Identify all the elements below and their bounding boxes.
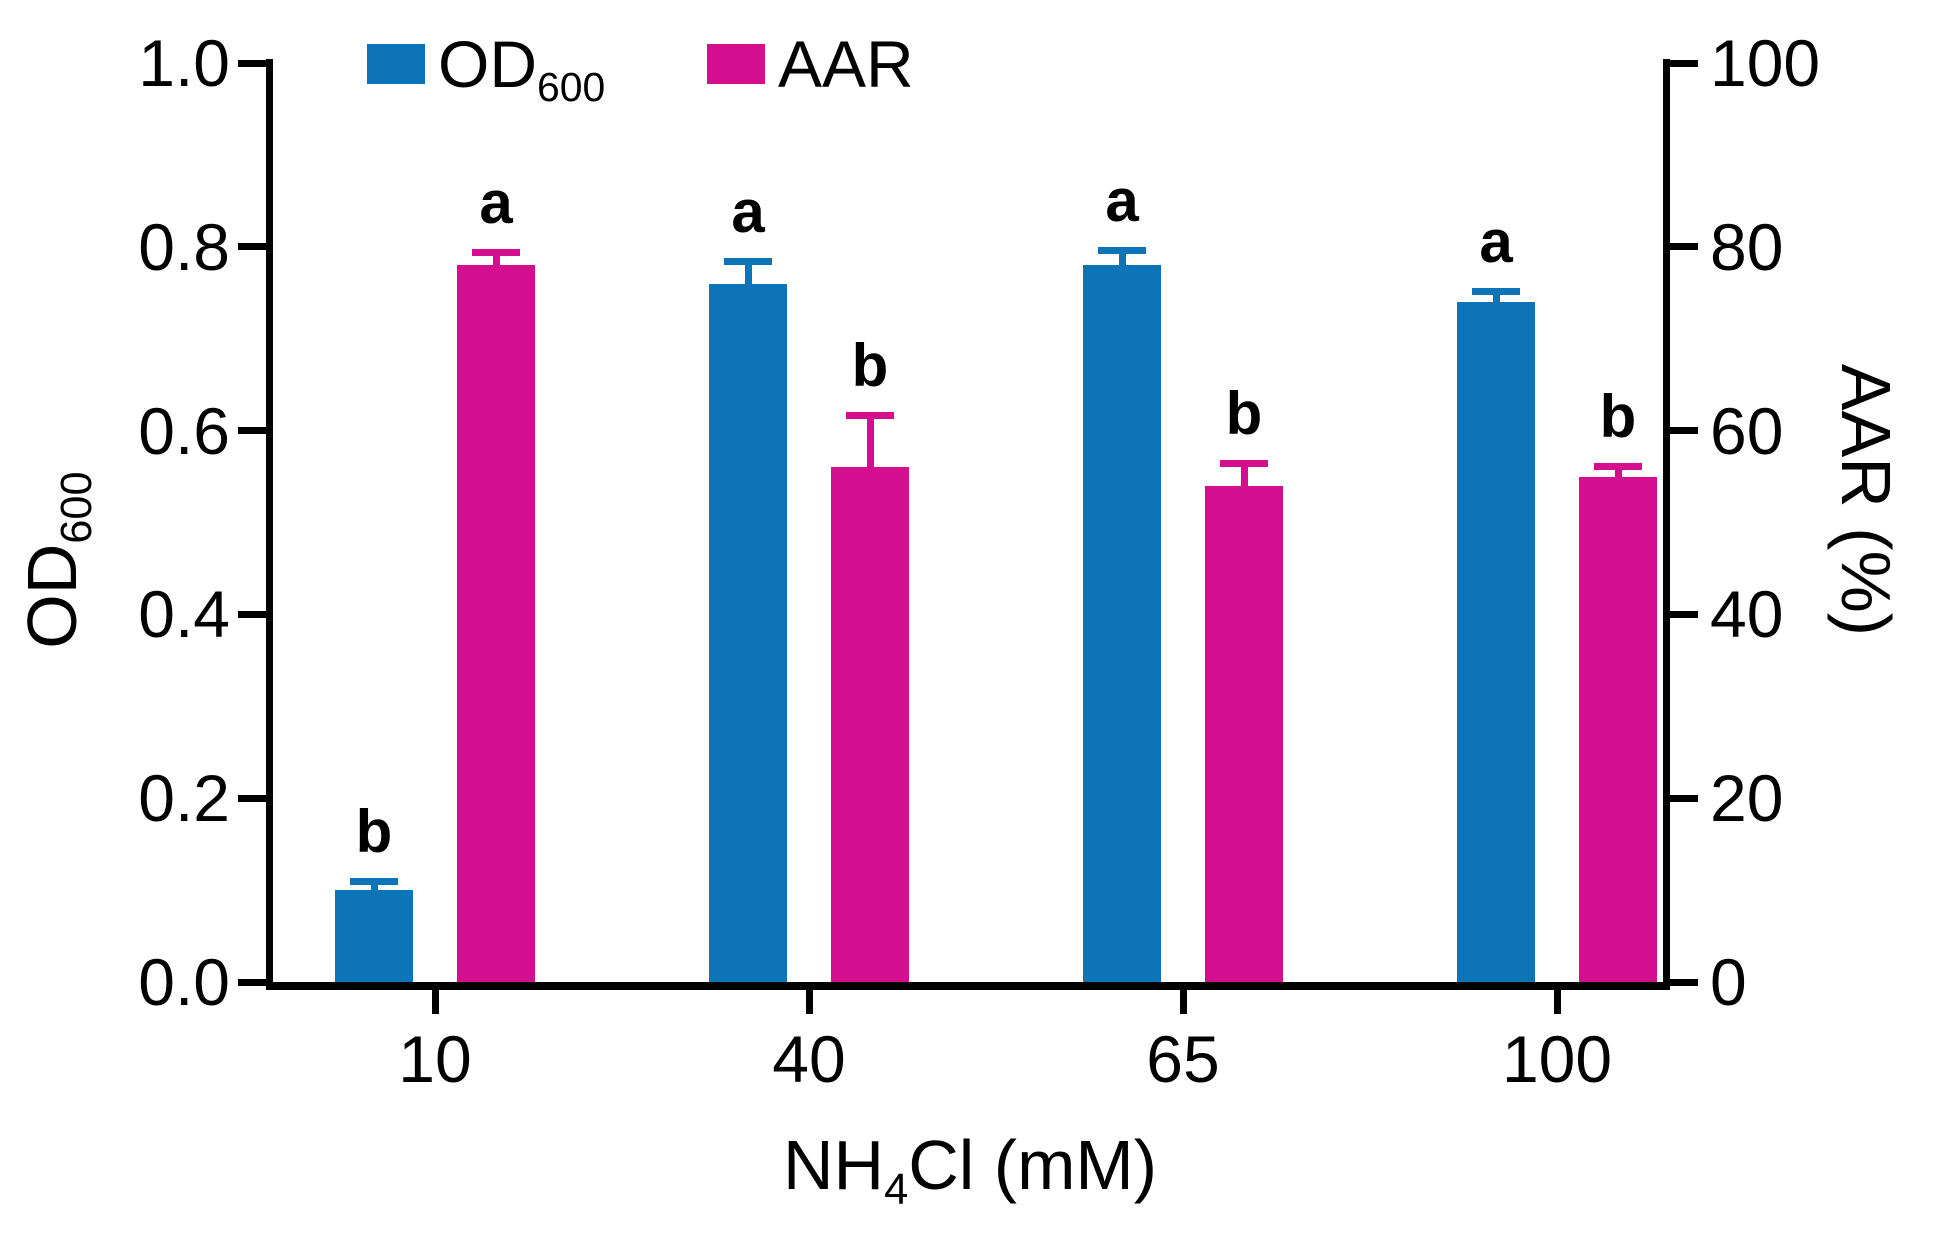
aar-bar <box>831 467 909 982</box>
left-axis-tick <box>238 427 266 435</box>
legend-label-aar: AAR <box>778 27 914 101</box>
right-axis-tick <box>1670 794 1698 802</box>
left-axis-title: OD600 <box>12 360 101 760</box>
right-axis-tick-label: 20 <box>1710 761 1784 836</box>
od600-bar <box>1457 301 1535 982</box>
od600-bar <box>1083 265 1161 982</box>
legend-swatch-aar <box>707 44 765 84</box>
left-axis-tick <box>238 610 266 618</box>
legend-label-od600-main: OD <box>438 27 537 101</box>
x-axis-title: NH4Cl (mM) <box>670 1125 1270 1215</box>
x-axis-tick <box>1179 982 1187 1014</box>
significance-letter: a <box>479 168 513 236</box>
significance-letter: a <box>731 178 765 246</box>
od600-error-bar-cap <box>1472 287 1520 295</box>
x-axis-tick-label: 10 <box>398 1022 472 1096</box>
left-axis-tick-label: 0.4 <box>138 577 230 652</box>
x-axis-title-pre: NH <box>782 1126 885 1204</box>
left-axis-tick-label: 0.2 <box>138 761 230 836</box>
od600-error-bar-cap <box>350 877 398 885</box>
legend-label-od600: OD600 <box>438 28 605 123</box>
aar-bar <box>1579 476 1657 982</box>
right-axis-tick <box>1670 243 1698 251</box>
od600-bar <box>335 890 413 982</box>
x-axis-tick-label: 40 <box>772 1022 846 1096</box>
significance-letter: a <box>1479 207 1513 275</box>
left-axis-tick <box>238 978 266 986</box>
left-axis-tick-label: 0.0 <box>138 945 230 1019</box>
significance-letter: b <box>1599 383 1637 451</box>
aar-bar <box>1205 485 1283 982</box>
right-axis-tick-label: 40 <box>1710 577 1784 652</box>
aar-error-bar-stem <box>866 418 874 482</box>
significance-letter: a <box>1105 167 1139 235</box>
left-axis-tick-label: 0.6 <box>138 393 230 468</box>
left-axis-title-main: OD <box>13 543 91 649</box>
aar-error-bar-stem <box>1240 467 1248 500</box>
right-axis-line <box>1663 59 1670 990</box>
x-axis-tick <box>1553 982 1561 1014</box>
legend-label-od600-sub: 600 <box>537 64 606 111</box>
x-axis-tick <box>431 982 439 1014</box>
significance-letter: b <box>1225 380 1263 448</box>
x-axis-title-sub: 4 <box>884 1166 909 1214</box>
right-axis-tick-label: 80 <box>1710 209 1784 284</box>
right-axis-tick-label: 60 <box>1710 393 1784 468</box>
right-axis-tick <box>1670 59 1698 67</box>
aar-error-bar-cap <box>1220 460 1268 468</box>
right-axis-tick <box>1670 610 1698 618</box>
right-axis-tick <box>1670 978 1698 986</box>
od600-bar <box>709 283 787 982</box>
x-axis-tick <box>805 982 813 1014</box>
right-axis-title: AAR (%) <box>1827 363 1905 637</box>
significance-letter: b <box>355 797 393 865</box>
right-axis-tick-label: 100 <box>1710 26 1821 100</box>
x-axis-line <box>266 982 1670 990</box>
left-axis-title-sub: 600 <box>53 471 101 544</box>
x-axis-tick-label: 65 <box>1146 1022 1220 1096</box>
left-axis-tick <box>238 243 266 251</box>
right-axis-tick-label: 0 <box>1710 945 1747 1019</box>
od600-error-bar-cap <box>1098 247 1146 255</box>
left-axis-tick <box>238 794 266 802</box>
right-axis-tick <box>1670 427 1698 435</box>
od600-error-bar-stem <box>744 265 752 298</box>
aar-bar <box>457 265 535 982</box>
x-axis-title-post: Cl (mM) <box>908 1126 1158 1204</box>
x-axis-tick-label: 100 <box>1501 1022 1613 1096</box>
left-axis-tick <box>238 59 266 67</box>
aar-error-bar-cap <box>846 411 894 419</box>
aar-error-bar-cap <box>1594 463 1642 471</box>
left-axis-tick-label: 0.8 <box>138 209 230 284</box>
aar-error-bar-cap <box>472 248 520 256</box>
od600-error-bar-cap <box>724 258 772 266</box>
left-axis-line <box>266 59 273 990</box>
significance-letter: b <box>851 331 889 399</box>
legend-swatch-od600 <box>367 44 425 84</box>
left-axis-tick-label: 1.0 <box>138 26 230 100</box>
